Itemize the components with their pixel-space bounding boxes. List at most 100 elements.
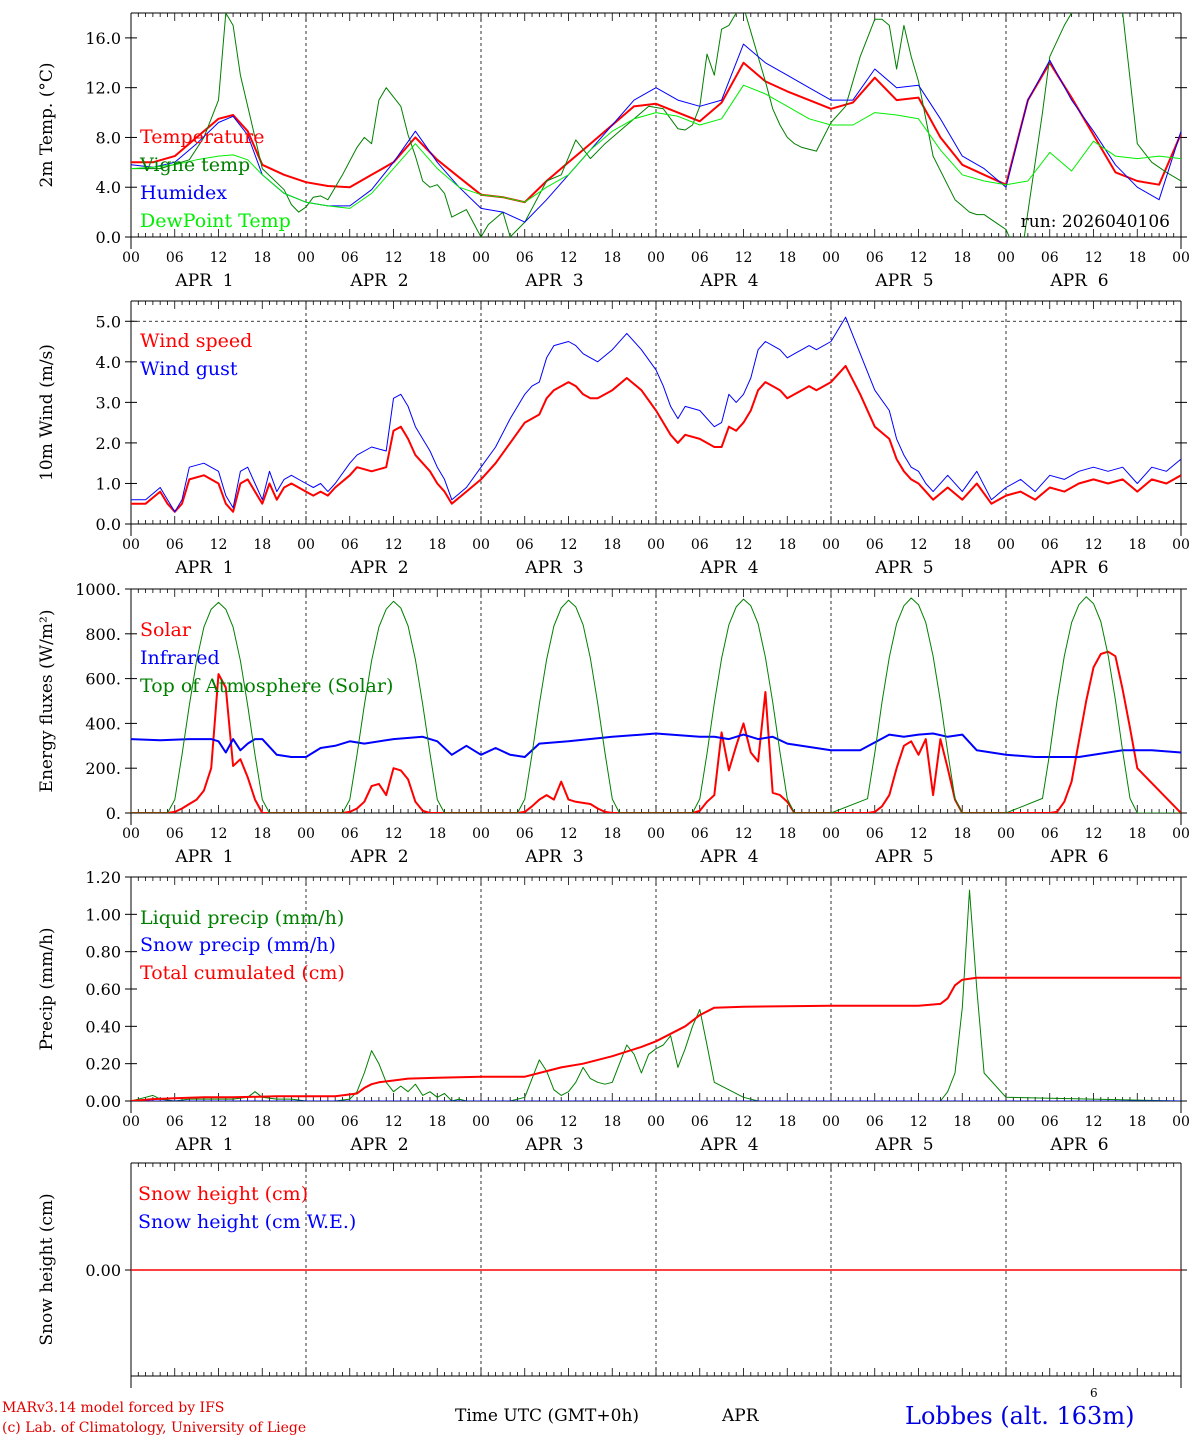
- x-tick-label: 06: [341, 826, 359, 842]
- x-tick-label: 12: [385, 1114, 403, 1130]
- x-tick-label: 00: [122, 537, 140, 553]
- x-tick-label: 18: [1128, 537, 1146, 553]
- y-axis-title: 10m Wind (m/s): [37, 344, 57, 481]
- x-tick-label: 12: [560, 537, 578, 553]
- x-axis-title: Time UTC (GMT+0h): [455, 1406, 640, 1426]
- x-tick-label: 00: [122, 250, 140, 266]
- x-tick-label: 00: [997, 250, 1015, 266]
- series-line-temperature: [131, 61, 1181, 204]
- x-tick-label: 00: [1172, 537, 1190, 553]
- x-tick-label: 18: [778, 1114, 796, 1130]
- day-label: APR 2: [349, 847, 408, 867]
- y-tick-label: 0.80: [85, 943, 121, 962]
- x-tick-label: 06: [516, 826, 534, 842]
- x-tick-label: 12: [910, 826, 928, 842]
- x-tick-label: 18: [1128, 1114, 1146, 1130]
- x-tick-label: 12: [1085, 537, 1103, 553]
- x-tick-label: 18: [1128, 826, 1146, 842]
- panel-wind: 0.0 1.0 2.0 3.0 4.0 5.0 10m Wind (m/s) 00 06 12 18…: [37, 300, 1190, 578]
- x-tick-label: 12: [1085, 1114, 1103, 1130]
- x-axis-superscript: 6: [1090, 1386, 1098, 1400]
- y-tick-label: 12.0: [85, 79, 121, 98]
- x-tick-label: 12: [735, 250, 753, 266]
- y-tick-label: 1000.: [75, 580, 121, 599]
- x-tick-label: 18: [778, 537, 796, 553]
- x-tick-label: 06: [691, 537, 709, 553]
- legend-entry: Snow precip (mm/h): [140, 934, 336, 956]
- x-tick-label: 00: [997, 826, 1015, 842]
- legend-entry: Snow height (cm W.E.): [138, 1211, 356, 1233]
- y-tick-label: 200.: [85, 759, 121, 778]
- day-label: APR 6: [1049, 271, 1108, 291]
- series-group: [131, 596, 1181, 813]
- x-tick-label: 06: [691, 826, 709, 842]
- y-tick-label: 600.: [85, 670, 121, 689]
- legend-entry: Solar: [140, 619, 192, 641]
- series-line-dewpoint-temp: [131, 84, 1181, 209]
- day-label: APR 1: [174, 1135, 233, 1155]
- x-tick-label: 06: [691, 1114, 709, 1130]
- y-tick-label: 0.: [106, 804, 121, 823]
- x-tick-label: 00: [122, 1114, 140, 1130]
- x-tick-label: 18: [953, 537, 971, 553]
- x-tick-label: 00: [472, 826, 490, 842]
- x-tick-label: 00: [297, 250, 315, 266]
- x-tick-label: 18: [253, 1114, 271, 1130]
- x-tick-label: 00: [822, 1114, 840, 1130]
- x-tick-label: 06: [516, 1114, 534, 1130]
- day-label: APR 5: [874, 271, 933, 291]
- legend-entry: Liquid precip (mm/h): [140, 907, 344, 929]
- series-line-total-cumulated-cm-: [131, 976, 1181, 1101]
- x-tick-label: 06: [166, 537, 184, 553]
- legend-entry: Total cumulated (cm): [140, 962, 345, 984]
- x-tick-label: 18: [953, 1114, 971, 1130]
- y-tick-label: 0.00: [85, 1261, 121, 1280]
- panel-precip: 0.00 0.20 0.40 0.60 0.80 1.00 1.20 Precip (mm/h…: [37, 868, 1190, 1155]
- day-label: APR 5: [874, 847, 933, 867]
- x-tick-label: 06: [166, 1114, 184, 1130]
- legend-entry: DewPoint Temp: [140, 210, 291, 232]
- x-tick-label: 12: [910, 1114, 928, 1130]
- y-tick-label: 1.00: [85, 905, 121, 924]
- x-tick-label: 12: [385, 250, 403, 266]
- x-tick-label: 06: [1041, 537, 1059, 553]
- panel-temp: 0.0 4.0 8.0 12.0 16.0 2m Temp. (°C) 00 06 12 18 00…: [37, 12, 1190, 291]
- day-label: APR 2: [349, 271, 408, 291]
- x-tick-label: 06: [341, 250, 359, 266]
- x-tick-label: 00: [997, 537, 1015, 553]
- panel-snow: 0.00 Snow height (cm) Snow height (cm) Snow…: [37, 1162, 1187, 1388]
- x-tick-label: 00: [647, 826, 665, 842]
- x-tick-label: 06: [866, 826, 884, 842]
- x-tick-label: 12: [210, 826, 228, 842]
- x-tick-label: 06: [866, 537, 884, 553]
- y-tick-label: 0.0: [96, 228, 121, 247]
- day-label: APR 5: [874, 1135, 933, 1155]
- y-tick-label: 0.40: [85, 1017, 121, 1036]
- x-tick-label: 00: [822, 826, 840, 842]
- panel-energy: 0. 200. 400. 600. 800. 1000. Energy fluxes (W/…: [37, 580, 1190, 867]
- y-tick-label: 0.00: [85, 1092, 121, 1111]
- x-tick-label: 06: [341, 1114, 359, 1130]
- y-axis-title: 2m Temp. (°C): [37, 62, 57, 187]
- x-tick-label: 00: [822, 537, 840, 553]
- day-label: APR 1: [174, 271, 233, 291]
- series-group: [131, 13, 1181, 237]
- x-tick-label: 00: [647, 250, 665, 266]
- x-tick-label: 18: [253, 537, 271, 553]
- day-label: APR 3: [524, 1135, 583, 1155]
- x-tick-label: 00: [472, 1114, 490, 1130]
- y-tick-label: 4.0: [96, 353, 121, 372]
- day-label: APR 2: [349, 558, 408, 578]
- day-label: APR 5: [874, 558, 933, 578]
- x-tick-label: 12: [735, 1114, 753, 1130]
- x-tick-label: 18: [428, 250, 446, 266]
- y-axis-title: Energy fluxes (W/m²): [37, 610, 57, 793]
- x-tick-label: 18: [603, 1114, 621, 1130]
- x-tick-label: 18: [603, 826, 621, 842]
- y-tick-label: 16.0: [85, 29, 121, 48]
- y-tick-label: 4.0: [96, 178, 121, 197]
- x-tick-label: 18: [778, 826, 796, 842]
- x-tick-label: 12: [735, 537, 753, 553]
- y-tick-label: 8.0: [96, 128, 121, 147]
- x-tick-label: 00: [1172, 250, 1190, 266]
